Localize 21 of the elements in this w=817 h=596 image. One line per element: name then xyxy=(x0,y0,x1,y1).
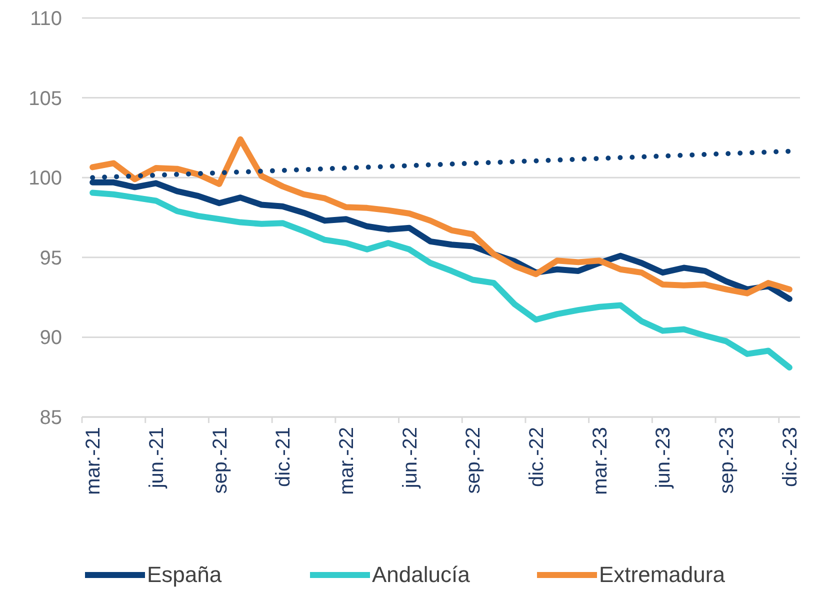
y-tick-label: 95 xyxy=(40,247,62,270)
x-tick-label: sep.-21 xyxy=(209,427,232,494)
x-tick-label: dic.-21 xyxy=(272,427,295,488)
x-tick-label: dic.-22 xyxy=(526,427,548,488)
y-tick-label: 110 xyxy=(30,8,62,30)
y-tick-label: 90 xyxy=(40,327,62,350)
x-tick-label: jun.-23 xyxy=(652,427,675,490)
legend-label: Andalucía xyxy=(372,562,471,587)
y-tick-label: 85 xyxy=(40,407,62,429)
x-tick-label: jun.-22 xyxy=(399,427,422,490)
legend-label: España xyxy=(147,562,222,587)
legend-label: Extremadura xyxy=(599,562,726,587)
x-tick-label: dic.-23 xyxy=(779,427,802,488)
x-tick-label: mar.-23 xyxy=(589,427,612,495)
y-tick-label: 105 xyxy=(28,88,62,110)
x-tick-label: mar.-22 xyxy=(336,427,358,495)
x-tick-label: mar.-21 xyxy=(82,427,105,495)
x-tick-label: jun.-21 xyxy=(146,427,168,490)
x-tick-label: sep.-22 xyxy=(462,427,485,494)
y-tick-label: 100 xyxy=(28,168,62,190)
x-tick-label: sep.-23 xyxy=(716,427,738,494)
